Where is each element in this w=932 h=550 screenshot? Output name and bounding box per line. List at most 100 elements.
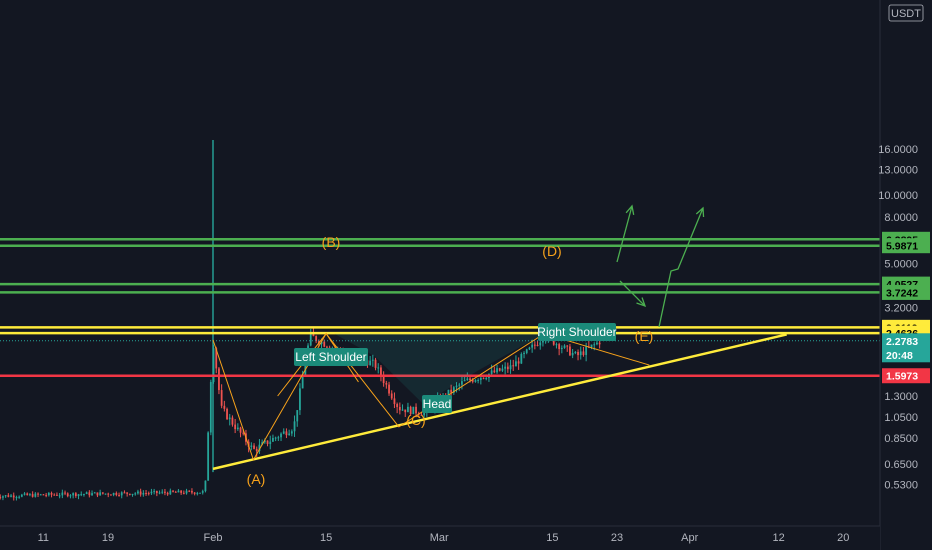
candle [107,492,110,498]
candle-body [185,490,188,494]
candle [253,443,255,450]
candle-body [301,376,304,389]
candle [207,431,210,481]
candle-body [29,494,31,496]
candle-body [169,490,172,495]
projection-arrow-down [619,280,646,307]
candle [496,364,498,374]
candle [579,346,582,360]
candle [64,490,66,496]
candle-body [196,493,199,495]
price-axis[interactable]: 16.0000 13.0000 10.0000 8.0000 5.0000 3.2000 1… [878,0,932,550]
candle-body [531,344,534,348]
candle-body [131,493,134,495]
candle [80,491,83,497]
candle-body [123,492,126,494]
candle-body [199,492,201,494]
candle [452,385,455,395]
candle-body [218,368,220,391]
candle-body [585,346,588,355]
candle-body [31,494,34,497]
candle [590,344,593,350]
candle [536,340,539,347]
candle-body [398,406,401,411]
candle-body [107,493,110,495]
candle [474,379,477,383]
current-price-value: 2.2783 [886,336,918,348]
candle [199,492,201,494]
candle-body [139,491,142,495]
candle-body [209,382,212,433]
candle-body [320,341,323,345]
candle [220,384,223,409]
candle-body [463,380,466,382]
candle-body [266,440,269,445]
candle [288,429,291,436]
candle [26,492,29,496]
candle-body [99,492,102,496]
candle [315,335,318,344]
candle [142,490,145,497]
candle-body [242,432,245,434]
candle-body [409,406,412,415]
candle-body [37,493,39,495]
candle-body [509,365,512,370]
candle-body [479,377,482,380]
drawings-layer [212,204,787,471]
candle-body [61,492,64,496]
candle [504,362,507,375]
note-label-1: Head [423,397,452,411]
candle [269,435,272,450]
candle [228,413,231,426]
candle-body [309,332,312,346]
candle-body [4,495,7,497]
candle [2,495,4,501]
candle [182,490,185,495]
candle [385,380,388,389]
candle [45,492,48,498]
candle-body [50,492,53,495]
candle-body [118,494,120,496]
candle [509,359,512,374]
candle [463,376,466,382]
candle-body [466,378,469,381]
candle-body [115,492,118,495]
candle-body [177,490,180,493]
time-axis[interactable]: 11 19 Feb 15 Mar 15 23 Apr 12 20 [0,525,880,550]
candle-body [101,492,104,494]
candle-body [293,421,296,432]
candle [161,489,164,495]
note-label-0: Left Shoulder [295,350,366,364]
candle-body [193,492,196,494]
candle [285,428,288,439]
candle-body [158,492,161,494]
candle-body [250,445,253,447]
ascending-trendline [212,333,787,471]
candle-body [552,337,555,345]
candle-body [566,345,569,347]
wave-label-2: (C) [406,412,425,428]
candle [498,367,501,372]
candle-body [85,492,88,495]
candle-body [277,437,280,439]
candle-body [407,406,409,413]
candle [523,351,525,359]
candle-body [369,360,372,366]
candle [255,446,258,458]
candle-body [83,494,85,496]
candle [91,490,93,496]
candle-body [563,345,566,348]
candle [493,366,496,374]
candle-body [485,378,488,380]
candle-body [523,352,525,354]
candle [482,377,485,380]
candle [158,490,161,495]
candle-body [598,342,601,345]
candle [56,492,58,496]
candle-body [385,383,388,385]
candle [155,490,158,497]
candle-body [506,366,509,370]
candle [490,364,493,377]
wave-label-1: (B) [322,234,341,250]
